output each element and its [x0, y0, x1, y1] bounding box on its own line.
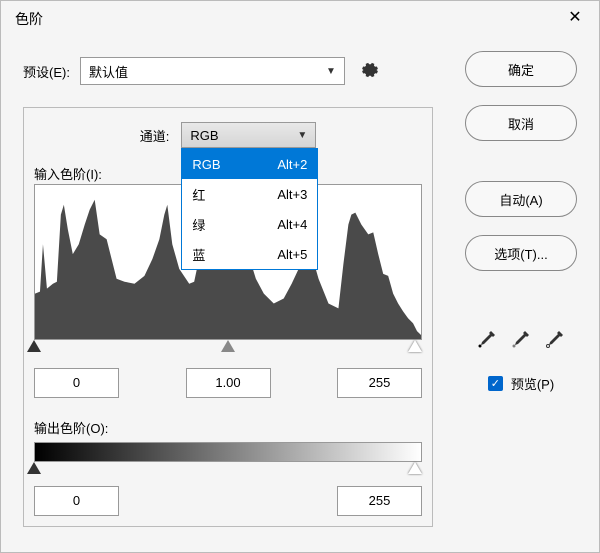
levels-dialog: 色阶 ✕ 预设(E): 默认值 ▼ 确定 取消 自动(A) 选项(T)... ✓… [0, 0, 600, 553]
eyedropper-group [477, 329, 565, 352]
options-button[interactable]: 选项(T)... [465, 235, 577, 271]
channel-option-red[interactable]: 红 Alt+3 [182, 179, 317, 209]
channel-row: 通道: RGB ▼ RGB Alt+2 红 Alt+3 绿 Alt+4 [24, 122, 432, 148]
input-sliders [34, 340, 422, 356]
channel-option-green[interactable]: 绿 Alt+4 [182, 209, 317, 239]
input-fields: 0 1.00 255 [34, 368, 422, 398]
output-levels-label: 输出色阶(O): [34, 418, 108, 437]
eyedropper-black-icon[interactable] [477, 329, 497, 352]
preset-label: 预设(E): [23, 62, 70, 81]
auto-button[interactable]: 自动(A) [465, 181, 577, 217]
ok-button[interactable]: 确定 [465, 51, 577, 87]
output-highlight-input[interactable]: 255 [337, 486, 422, 516]
output-highlight-slider[interactable] [408, 462, 422, 474]
channel-value: RGB [190, 128, 218, 143]
output-shadow-slider[interactable] [27, 462, 41, 474]
preset-value: 默认值 [89, 62, 128, 81]
dialog-title: 色阶 [15, 9, 43, 29]
right-column: 确定 取消 自动(A) 选项(T)... ✓ 预览(P) [465, 51, 577, 393]
eyedropper-white-icon[interactable] [545, 329, 565, 352]
preview-label: 预览(P) [511, 374, 554, 393]
output-fields: 0 255 [34, 486, 422, 516]
highlight-input[interactable]: 255 [337, 368, 422, 398]
gear-icon[interactable] [359, 60, 379, 83]
midtone-slider[interactable] [221, 340, 235, 352]
midtone-input[interactable]: 1.00 [186, 368, 271, 398]
preset-row: 预设(E): 默认值 ▼ [23, 57, 379, 85]
input-levels-label: 输入色阶(I): [34, 164, 102, 183]
preview-row: ✓ 预览(P) [488, 374, 554, 393]
output-shadow-input[interactable]: 0 [34, 486, 119, 516]
channel-option-blue[interactable]: 蓝 Alt+5 [182, 239, 317, 269]
eyedropper-gray-icon[interactable] [511, 329, 531, 352]
channel-option-rgb[interactable]: RGB Alt+2 [182, 149, 317, 179]
shadow-slider[interactable] [27, 340, 41, 352]
shadow-input[interactable]: 0 [34, 368, 119, 398]
channel-dropdown: RGB Alt+2 红 Alt+3 绿 Alt+4 蓝 Alt+5 [181, 148, 318, 270]
preview-checkbox[interactable]: ✓ [488, 376, 503, 391]
main-panel: 通道: RGB ▼ RGB Alt+2 红 Alt+3 绿 Alt+4 [23, 107, 433, 527]
channel-select[interactable]: RGB ▼ RGB Alt+2 红 Alt+3 绿 Alt+4 [181, 122, 316, 148]
output-gradient [34, 442, 422, 462]
preset-select[interactable]: 默认值 ▼ [80, 57, 345, 85]
highlight-slider[interactable] [408, 340, 422, 352]
chevron-down-icon: ▼ [297, 130, 307, 141]
channel-label: 通道: [140, 126, 170, 145]
titlebar: 色阶 ✕ [15, 9, 585, 29]
output-sliders [34, 462, 422, 478]
close-icon[interactable]: ✕ [565, 9, 585, 29]
cancel-button[interactable]: 取消 [465, 105, 577, 141]
chevron-down-icon: ▼ [326, 66, 336, 77]
